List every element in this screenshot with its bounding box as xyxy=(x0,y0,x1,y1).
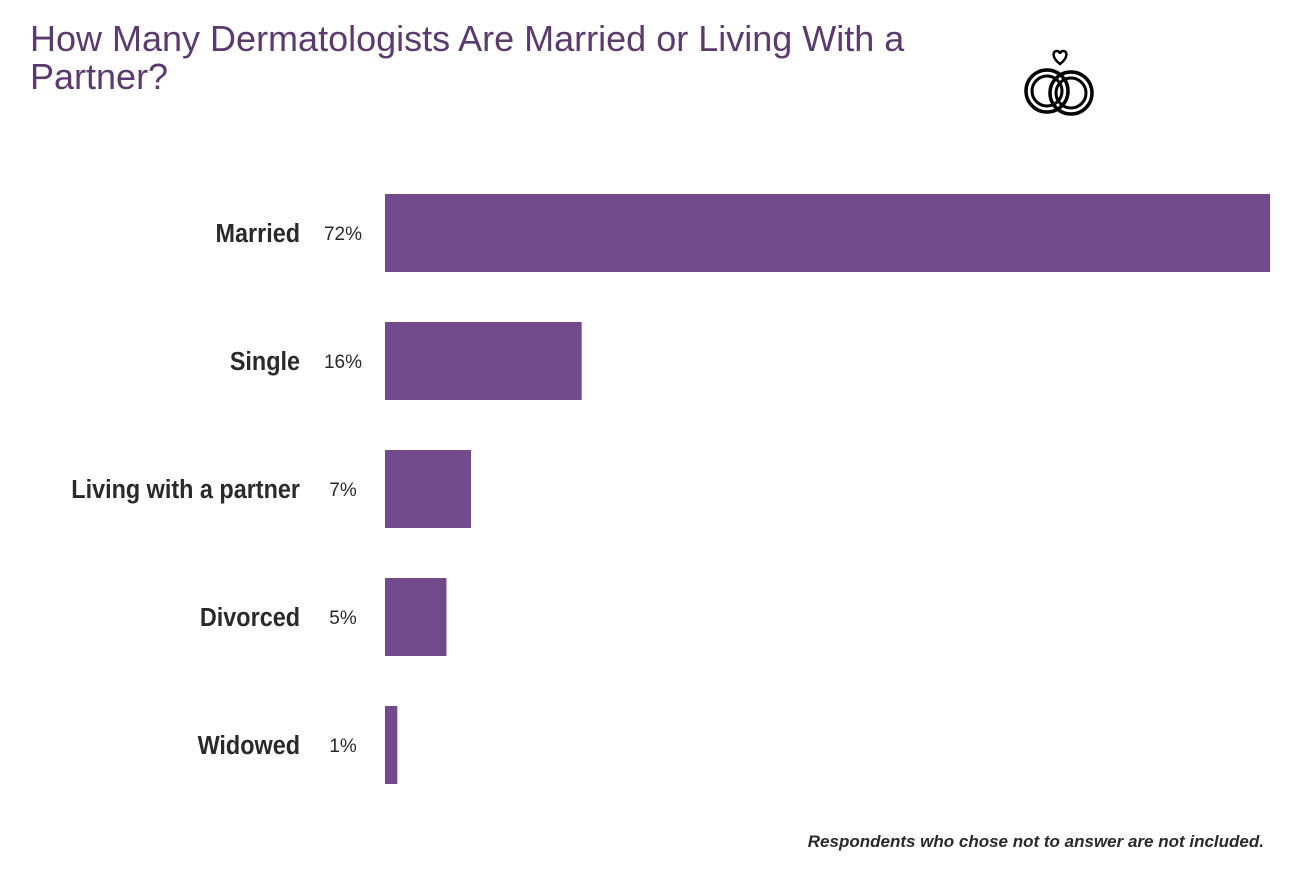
category-label: Single xyxy=(230,348,300,376)
category-label: Living with a partner xyxy=(71,476,300,504)
bar xyxy=(385,706,398,784)
value-label: 72% xyxy=(324,224,362,245)
bar xyxy=(385,578,447,656)
category-label: Widowed xyxy=(198,732,300,760)
footnote: Respondents who chose not to answer are … xyxy=(807,832,1264,851)
bar xyxy=(385,322,582,400)
value-label: 5% xyxy=(329,608,357,629)
bar xyxy=(385,450,472,528)
wedding-rings-heart-icon xyxy=(1024,49,1094,116)
category-label: Divorced xyxy=(200,604,300,632)
bar xyxy=(385,194,1270,272)
value-label: 7% xyxy=(329,480,357,501)
category-label: Married xyxy=(216,220,300,248)
chart-title: How Many Dermatologists Are Married or L… xyxy=(30,18,905,97)
value-label: 1% xyxy=(329,736,357,757)
value-label: 16% xyxy=(324,352,362,373)
